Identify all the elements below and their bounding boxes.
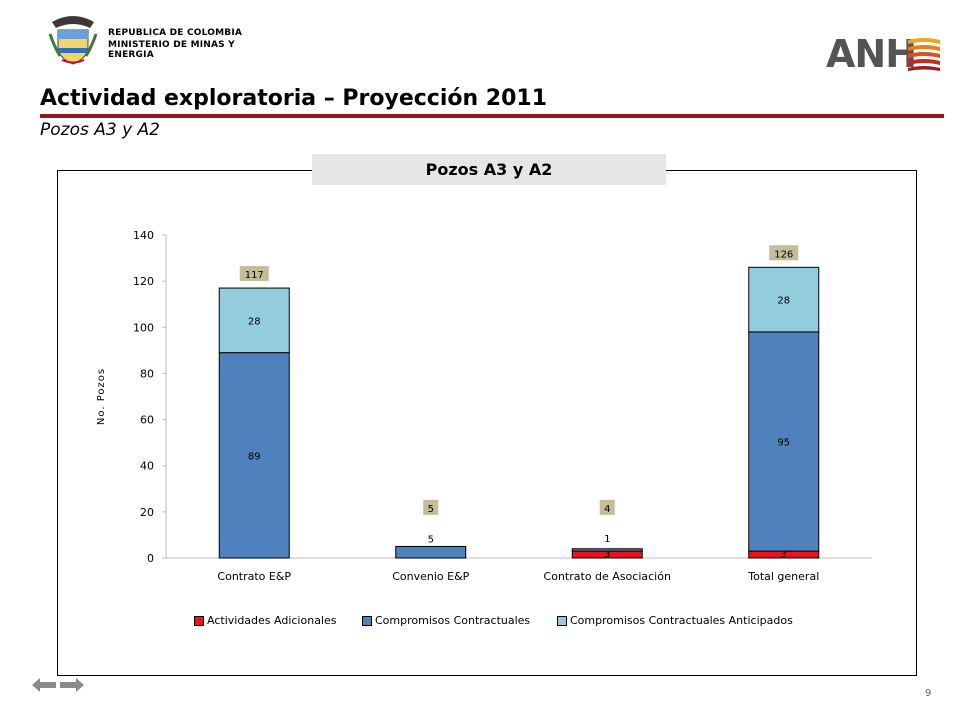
- data-label: 89: [248, 451, 261, 462]
- bar-segment: [748, 331, 820, 552]
- data-label: 1: [604, 534, 610, 545]
- arrow-right-icon[interactable]: [60, 678, 84, 692]
- ministry-logo: REPUBLICA DE COLOMBIA MINISTERIO DE MINA…: [16, 10, 256, 68]
- arrow-left-icon[interactable]: [32, 678, 56, 692]
- y-tick-label: 100: [133, 321, 154, 334]
- total-label: 5: [428, 504, 434, 515]
- legend-item: Compromisos Contractuales Anticipados: [557, 614, 793, 627]
- y-tick-label: 120: [133, 275, 154, 288]
- y-tick-label: 80: [140, 367, 154, 380]
- y-tick-label: 40: [140, 460, 154, 473]
- legend-item: Actividades Adicionales: [194, 614, 337, 627]
- legend-swatch: [362, 615, 372, 626]
- x-tick-label: Total general: [747, 570, 819, 583]
- anh-logo: ANH: [826, 34, 946, 74]
- y-tick-label: 140: [133, 229, 154, 242]
- legend-label: Compromisos Contractuales Anticipados: [570, 614, 793, 627]
- legend-swatch: [557, 615, 567, 626]
- page-title: Actividad exploratoria – Proyección 2011: [40, 86, 548, 111]
- data-label: 3: [781, 549, 787, 560]
- total-label-bg: [423, 499, 439, 515]
- chart-title: Pozos A3 y A2: [312, 154, 666, 185]
- x-tick-label: Contrato E&P: [217, 570, 291, 583]
- data-label: 95: [777, 437, 790, 448]
- legend-label: Compromisos Contractuales: [375, 614, 531, 627]
- stacked-bar-chart: 0 20 40 60 80 100 120 140 No. Pozos 89 28 117 Contra…: [96, 229, 872, 583]
- y-tick-label: 0: [147, 552, 154, 565]
- data-label: 3: [604, 549, 610, 560]
- y-tick-label: 60: [140, 414, 154, 427]
- x-tick-label: Contrato de Asociación: [544, 570, 671, 583]
- total-label-bg: [769, 245, 799, 261]
- legend-item: Compromisos Contractuales: [362, 614, 530, 627]
- legend-label: Actividades Adicionales: [207, 614, 337, 627]
- anh-flame-icon: [908, 38, 940, 71]
- logo-country-text: REPUBLICA DE COLOMBIA: [108, 28, 243, 38]
- y-axis-label: No. Pozos: [96, 368, 107, 425]
- bar-segment: [218, 352, 290, 559]
- total-label: 117: [245, 270, 264, 281]
- legend-swatch: [194, 615, 204, 626]
- logo-ministry-text: MINISTERIO DE MINAS Y ENERGIA: [108, 40, 235, 60]
- data-label: 28: [248, 316, 261, 327]
- page-number: 9: [925, 688, 932, 699]
- anh-logo-text: ANH: [826, 32, 917, 76]
- coat-of-arms-icon: [48, 16, 98, 65]
- bar-segment: [395, 545, 467, 559]
- data-label: 5: [428, 534, 434, 545]
- page-subtitle: Pozos A3 y A2: [40, 120, 160, 140]
- title-divider: [40, 114, 944, 118]
- total-label: 4: [604, 504, 610, 515]
- bar-segment: [571, 548, 643, 552]
- slide-navigation: [32, 678, 84, 692]
- total-label-bg: [239, 266, 269, 282]
- y-tick-label: 20: [140, 506, 154, 519]
- x-tick-label: Convenio E&P: [392, 570, 469, 583]
- total-label-bg: [599, 499, 615, 515]
- data-label: 28: [777, 296, 790, 307]
- bar-segment: [748, 266, 820, 333]
- chart-legend: Actividades Adicionales Compromisos Contr…: [0, 614, 960, 630]
- total-label: 126: [774, 249, 793, 260]
- bar-segment: [218, 287, 290, 354]
